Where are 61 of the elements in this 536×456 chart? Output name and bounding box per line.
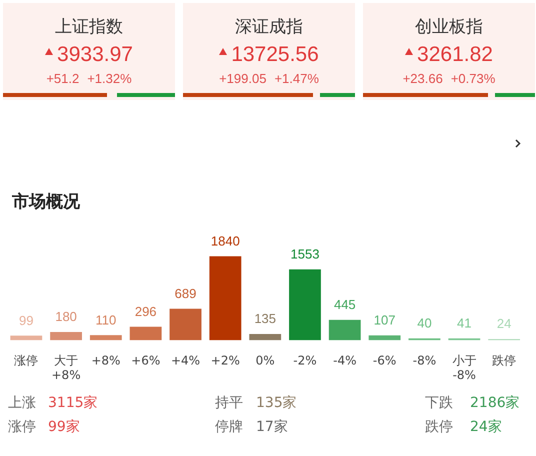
bar (368, 335, 401, 340)
data-label: 180 (55, 309, 77, 324)
bar (10, 336, 42, 340)
text: 17家 (256, 418, 288, 436)
data-label: 135 (254, 311, 276, 326)
data-label: 1840 (210, 233, 240, 248)
data-label: 41 (457, 315, 472, 330)
text: 深证成指 (234, 16, 304, 38)
text: 24家 (470, 418, 502, 436)
text: 99家 (48, 418, 80, 436)
text: 停牌 (215, 418, 243, 436)
text: 上涨 (8, 394, 36, 412)
data-label: 296 (134, 304, 157, 319)
data-label: 107 (374, 312, 396, 328)
text: 上证指数 (54, 16, 124, 38)
data-label: 40 (417, 315, 432, 330)
data-label: 445 (334, 296, 356, 312)
bar (90, 335, 122, 340)
x-tick-label: -4% (333, 354, 356, 368)
bar (209, 256, 242, 340)
bar (170, 308, 202, 340)
data-label: 689 (174, 286, 196, 301)
text: +51.2 (46, 71, 80, 86)
text: 3933.97 (57, 43, 133, 66)
bar (130, 326, 162, 340)
text: 跌停 (425, 418, 453, 436)
x-tick-label: -6% (372, 354, 396, 368)
x-tick-label: 小于 -8% (452, 354, 476, 382)
x-tick-label: +6% (131, 354, 160, 368)
text: 3261.82 (417, 43, 493, 66)
data-label: 24 (496, 316, 512, 332)
data-label: 110 (96, 312, 116, 328)
text: +0.73% (450, 71, 496, 86)
chart-title: 市场概况 (12, 191, 80, 213)
x-tick-label: -2% (293, 354, 317, 368)
text: +1.32% (87, 71, 132, 86)
data-label: 1553 (290, 246, 320, 262)
x-tick-label: 涨停 (14, 354, 38, 368)
text: 持平 (215, 394, 243, 412)
x-tick-label: 0% (256, 354, 275, 368)
text: 2186家 (470, 394, 520, 412)
text: 创业板指 (414, 16, 484, 38)
bar (328, 320, 361, 340)
text: 135家 (256, 394, 297, 412)
x-tick-label: 大于 +8% (52, 354, 81, 382)
x-tick-label: +4% (170, 354, 200, 368)
text: 涨停 (8, 418, 36, 436)
text: 下跌 (425, 394, 453, 412)
x-tick-label: -8% (412, 354, 436, 368)
bar (249, 334, 282, 340)
data-label: 99 (18, 312, 34, 328)
text: +23.66 (402, 71, 443, 86)
text: 3115家 (48, 394, 98, 412)
text: +199.05 (219, 71, 266, 86)
text: +1.47% (274, 71, 319, 86)
x-tick-label: +2% (210, 354, 240, 368)
x-tick-label: 跌停 (492, 354, 516, 368)
text: 13725.56 (231, 43, 319, 66)
bar (289, 269, 321, 340)
bar (50, 332, 82, 340)
x-tick-label: +8% (91, 354, 120, 368)
